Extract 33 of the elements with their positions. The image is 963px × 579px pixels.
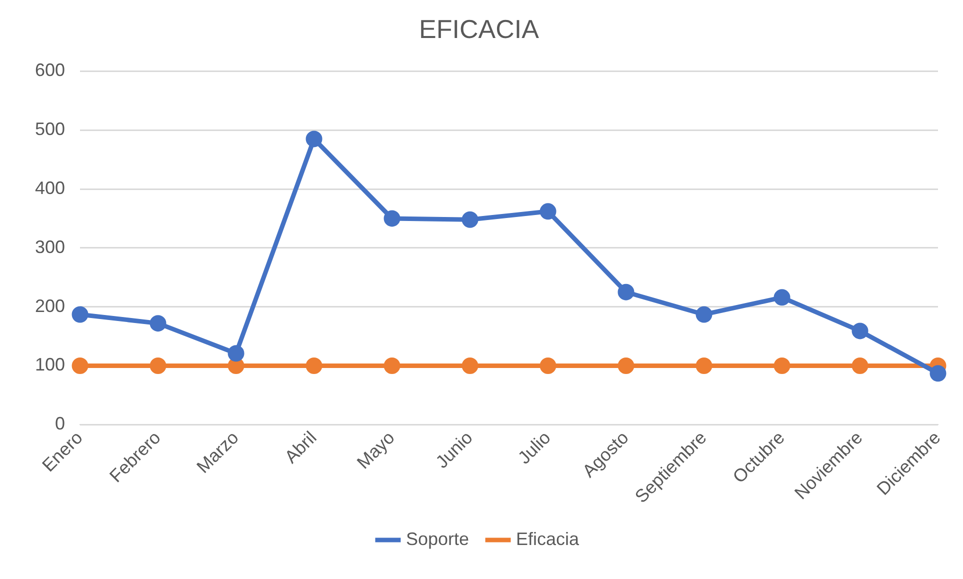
point	[696, 306, 712, 323]
y-tick-label: 600	[34, 60, 66, 80]
legend-label: Eficacia	[516, 528, 580, 549]
point	[72, 357, 88, 374]
point	[540, 357, 556, 374]
point	[228, 345, 244, 362]
point	[774, 357, 790, 374]
x-tick-label: Julio	[514, 427, 554, 468]
point	[696, 357, 712, 374]
point	[540, 203, 556, 220]
point	[384, 357, 400, 374]
point	[618, 357, 634, 374]
point	[150, 357, 166, 374]
point	[306, 130, 322, 148]
point	[306, 357, 322, 374]
point	[618, 284, 634, 300]
point	[852, 357, 868, 374]
point	[930, 365, 946, 382]
point	[462, 211, 478, 228]
point	[150, 315, 166, 332]
point	[72, 306, 88, 323]
y-tick-label: 200	[34, 296, 66, 316]
y-tick-label: 300	[34, 236, 66, 257]
legend-label: Soporte	[406, 528, 470, 549]
point	[384, 210, 400, 227]
point	[462, 357, 478, 374]
y-tick-label: 100	[34, 354, 66, 375]
y-tick-label: 400	[34, 178, 66, 198]
chart-title: EFICACIA	[419, 14, 540, 44]
y-tick-label: 500	[34, 119, 66, 140]
point	[852, 322, 868, 340]
y-tick-label: 0	[55, 414, 66, 434]
point	[774, 289, 790, 306]
